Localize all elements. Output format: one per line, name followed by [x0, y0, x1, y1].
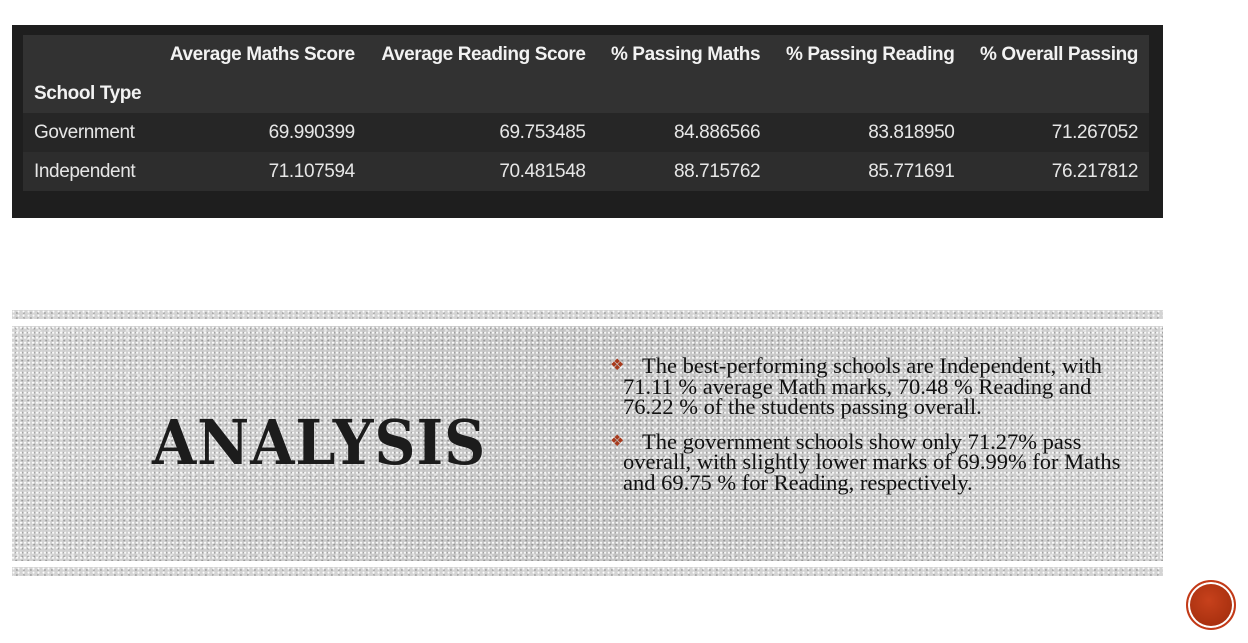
table-cell: 76.217812: [1051, 160, 1139, 182]
table-row: Independent 71.107594 70.481548 88.71576…: [23, 152, 1149, 191]
table-cell: 69.990399: [268, 121, 356, 143]
table-cell: 71.267052: [1051, 121, 1139, 143]
school-type-summary-table: Average Maths Score Average Reading Scor…: [23, 35, 1149, 191]
header-blank: [23, 35, 155, 74]
table-cell: 85.771691: [868, 160, 955, 182]
column-header: % Overall Passing: [980, 43, 1138, 65]
table-cell: 69.753485: [499, 121, 586, 143]
table-cell: 71.107594: [268, 160, 356, 182]
list-item: ❖ The government schools show only 71.27…: [610, 428, 1130, 495]
bullet-text: The best-performing schools are Independ…: [623, 353, 1102, 419]
column-header: % Passing Maths: [610, 43, 761, 65]
table-row: Government 69.990399 69.753485 84.886566…: [23, 113, 1149, 152]
column-header: % Passing Reading: [785, 43, 955, 65]
table-header-row: Average Maths Score Average Reading Scor…: [23, 35, 1149, 74]
analysis-banner: ANALYSIS ❖ The best-performing schools a…: [12, 326, 1163, 561]
table-cell: 83.818950: [868, 121, 955, 143]
next-slide-circle-icon[interactable]: [1186, 580, 1236, 630]
table-cell: 84.886566: [673, 121, 761, 143]
banner-top-strip: [12, 310, 1163, 319]
column-header: Average Reading Score: [381, 43, 586, 65]
diamond-bullet-icon: ❖: [610, 432, 625, 450]
list-item: ❖ The best-performing schools are Indepe…: [610, 353, 1130, 419]
bullet-text: The government schools show only 71.27% …: [623, 428, 1121, 495]
index-name-header: School Type: [34, 82, 142, 104]
summary-table-panel: Average Maths Score Average Reading Scor…: [12, 25, 1163, 218]
table-cell: 88.715762: [673, 160, 761, 182]
analysis-bullet-list: ❖ The best-performing schools are Indepe…: [610, 353, 1130, 507]
row-label: Independent: [34, 160, 136, 182]
row-label: Government: [34, 121, 135, 143]
diamond-bullet-icon: ❖: [610, 357, 625, 374]
column-header: Average Maths Score: [169, 43, 355, 65]
banner-bottom-strip: [12, 567, 1163, 576]
analysis-title: ANALYSIS: [152, 406, 487, 479]
table-cell: 70.481548: [499, 160, 586, 182]
index-name-row: School Type: [23, 74, 1149, 113]
